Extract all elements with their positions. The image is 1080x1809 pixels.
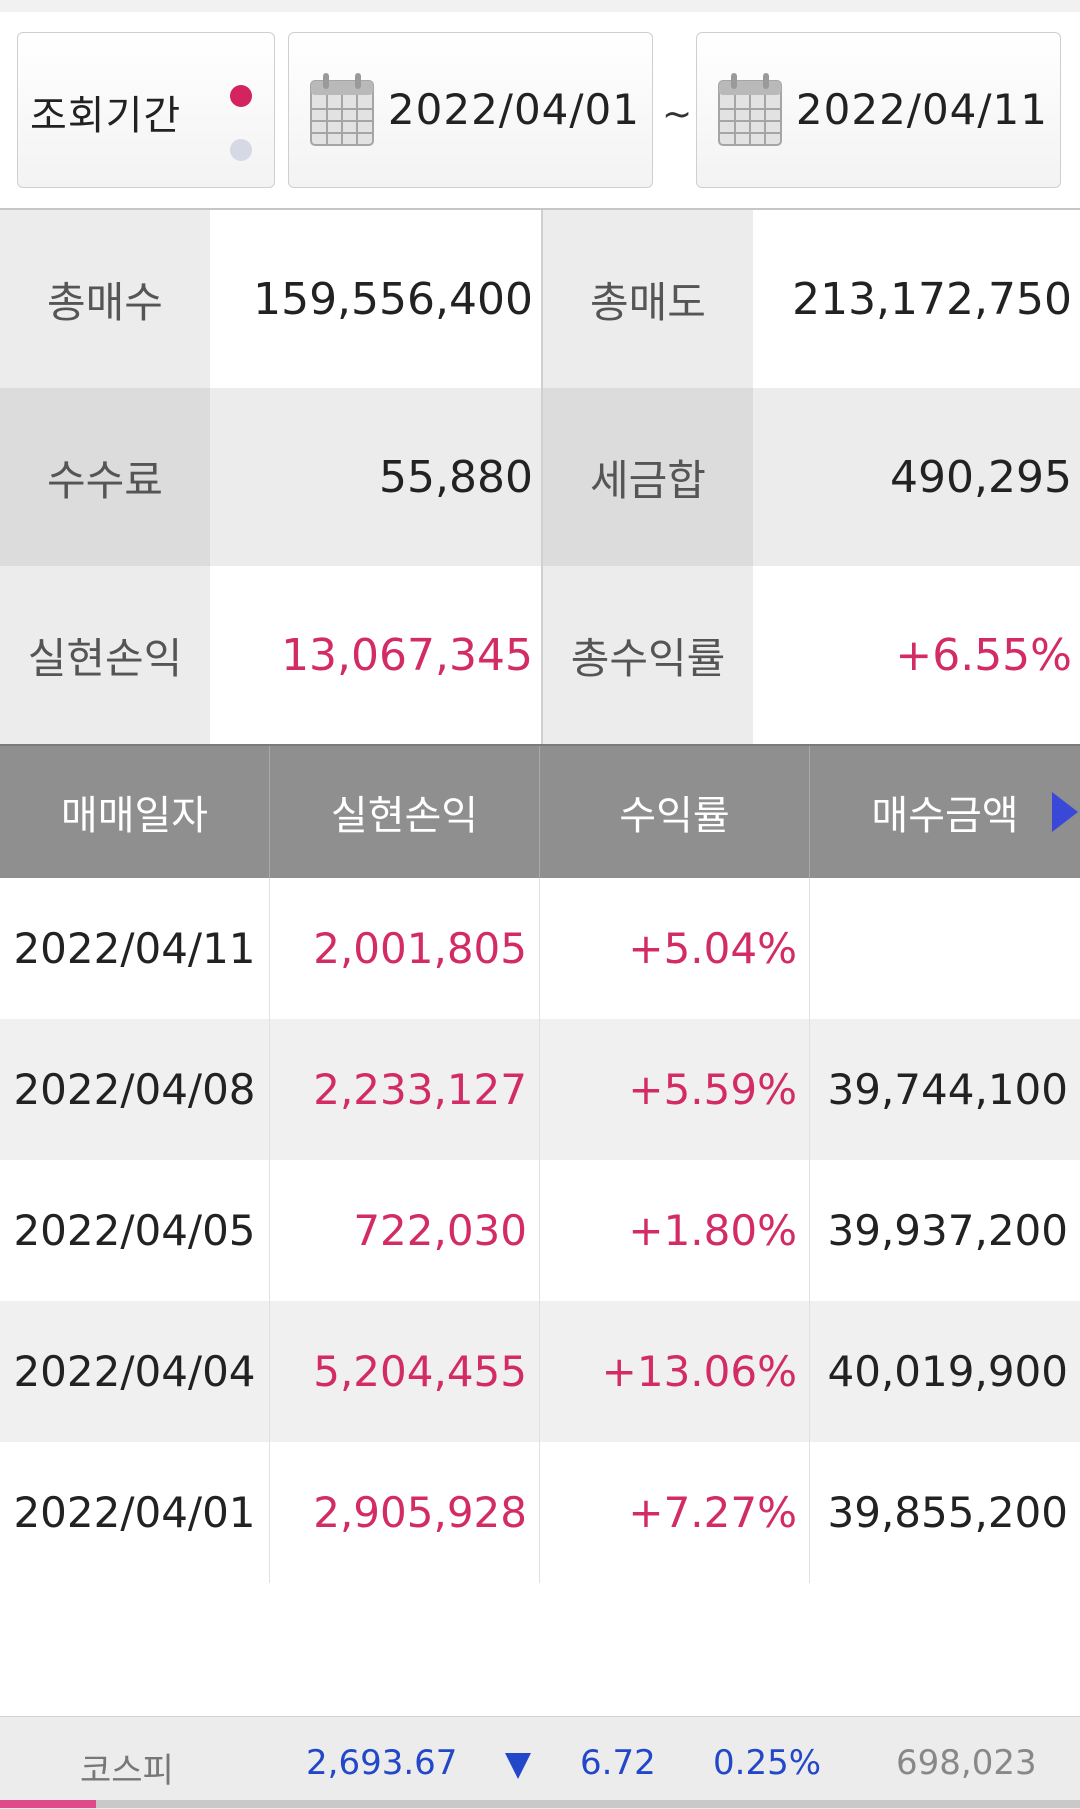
end-date-text: 2022/04/11 <box>795 85 1048 134</box>
ticker-change-value: 6.72 <box>580 1743 656 1783</box>
ticker-market-name: 코스피 <box>80 1751 174 1791</box>
total-return-value: +6.55% <box>753 566 1080 744</box>
table-row[interactable]: 2022/04/05 722,030 +1.80% 39,937,200 <box>0 1160 1080 1301</box>
cell-date: 2022/04/01 <box>0 1442 270 1583</box>
summary-divider <box>541 210 543 746</box>
cell-rate: +5.59% <box>540 1019 810 1160</box>
cell-buy-amount: 40,019,900 <box>827 1347 1068 1396</box>
cell-buy-amount: 39,855,200 <box>827 1488 1068 1537</box>
total-sell-value: 213,172,750 <box>753 210 1080 388</box>
table-row[interactable]: 2022/04/04 5,204,455 +13.06% 40,019,900 <box>0 1301 1080 1442</box>
header-buy-amount[interactable]: 매수금액 <box>810 746 1080 878</box>
bottom-bar <box>96 1800 1080 1808</box>
date-range-separator: ~ <box>662 94 693 135</box>
down-triangle-icon <box>505 1753 531 1779</box>
cell-buy-amount: 39,744,100 <box>827 1065 1068 1114</box>
period-label: 조회기간 <box>30 93 182 139</box>
period-selector-bar: 조회기간 2022/04/01 ~ 2022/04 <box>0 12 1080 208</box>
start-date-text: 2022/04/01 <box>387 85 640 134</box>
ticker-change-rate: 0.25% <box>713 1743 822 1783</box>
calendar-icon <box>718 73 782 146</box>
fee-label: 수수료 <box>0 388 210 566</box>
cell-rate: +13.06% <box>540 1301 810 1442</box>
summary-row: 수수료 55,880 세금합 490,295 <box>0 388 1080 566</box>
cell-rate: +1.80% <box>540 1160 810 1301</box>
market-ticker-bar[interactable]: 코스피 2,693.67 6.72 0.25% 698,023 <box>0 1716 1080 1809</box>
cell-date: 2022/04/05 <box>0 1160 270 1301</box>
realized-pnl-label: 실현손익 <box>0 566 210 744</box>
table-row[interactable]: 2022/04/11 2,001,805 +5.04% <box>0 878 1080 1019</box>
total-buy-label: 총매수 <box>0 210 210 388</box>
bottom-accent-bar <box>0 1800 96 1808</box>
total-buy-value: 159,556,400 <box>210 210 541 388</box>
summary-row: 실현손익 13,067,345 총수익률 +6.55% <box>0 566 1080 744</box>
realized-pnl-value: 13,067,345 <box>210 566 541 744</box>
total-return-label: 총수익률 <box>543 566 753 744</box>
ticker-volume: 698,023 <box>896 1743 1037 1783</box>
cell-pnl: 2,233,127 <box>270 1019 540 1160</box>
cell-rate: +5.04% <box>540 878 810 1019</box>
table-row[interactable]: 2022/04/08 2,233,127 +5.59% 39,744,100 <box>0 1019 1080 1160</box>
end-date-picker[interactable]: 2022/04/11 <box>696 32 1061 188</box>
header-realized-pnl[interactable]: 실현손익 <box>270 746 540 878</box>
tax-sum-label: 세금합 <box>543 388 753 566</box>
period-indicator-inactive-dot <box>230 139 252 161</box>
fee-value: 55,880 <box>210 388 541 566</box>
header-buy-amount-label: 매수금액 <box>871 793 1019 839</box>
period-indicator-active-dot <box>230 85 252 107</box>
tax-sum-value: 490,295 <box>753 388 1080 566</box>
cell-date: 2022/04/11 <box>0 878 270 1019</box>
cell-rate: +7.27% <box>540 1442 810 1583</box>
summary-table: 총매수 159,556,400 총매도 213,172,750 수수료 55,8… <box>0 208 1080 746</box>
total-sell-label: 총매도 <box>543 210 753 388</box>
header-trade-date[interactable]: 매매일자 <box>0 746 270 878</box>
cell-pnl: 2,905,928 <box>270 1442 540 1583</box>
trades-header: 매매일자 실현손익 수익률 매수금액 <box>0 744 1080 878</box>
cell-pnl: 5,204,455 <box>270 1301 540 1442</box>
cell-pnl: 722,030 <box>270 1160 540 1301</box>
cell-date: 2022/04/04 <box>0 1301 270 1442</box>
scroll-right-arrow-icon[interactable] <box>1052 792 1078 832</box>
cell-buy-amount: 39,937,200 <box>827 1206 1068 1255</box>
table-row[interactable]: 2022/04/01 2,905,928 +7.27% 39,855,200 <box>0 1442 1080 1583</box>
calendar-icon <box>310 73 374 146</box>
summary-row: 총매수 159,556,400 총매도 213,172,750 <box>0 210 1080 388</box>
cell-buy-amount <box>810 878 1080 1019</box>
cell-date: 2022/04/08 <box>0 1019 270 1160</box>
period-toggle-button[interactable]: 조회기간 <box>17 32 275 188</box>
header-return-rate[interactable]: 수익률 <box>540 746 810 878</box>
start-date-picker[interactable]: 2022/04/01 <box>288 32 653 188</box>
ticker-index-value: 2,693.67 <box>306 1743 458 1783</box>
cell-pnl: 2,001,805 <box>270 878 540 1019</box>
